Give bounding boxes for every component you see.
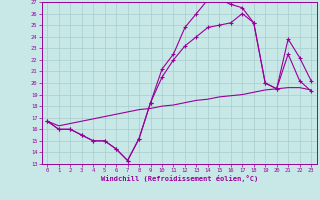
X-axis label: Windchill (Refroidissement éolien,°C): Windchill (Refroidissement éolien,°C) — [100, 175, 258, 182]
